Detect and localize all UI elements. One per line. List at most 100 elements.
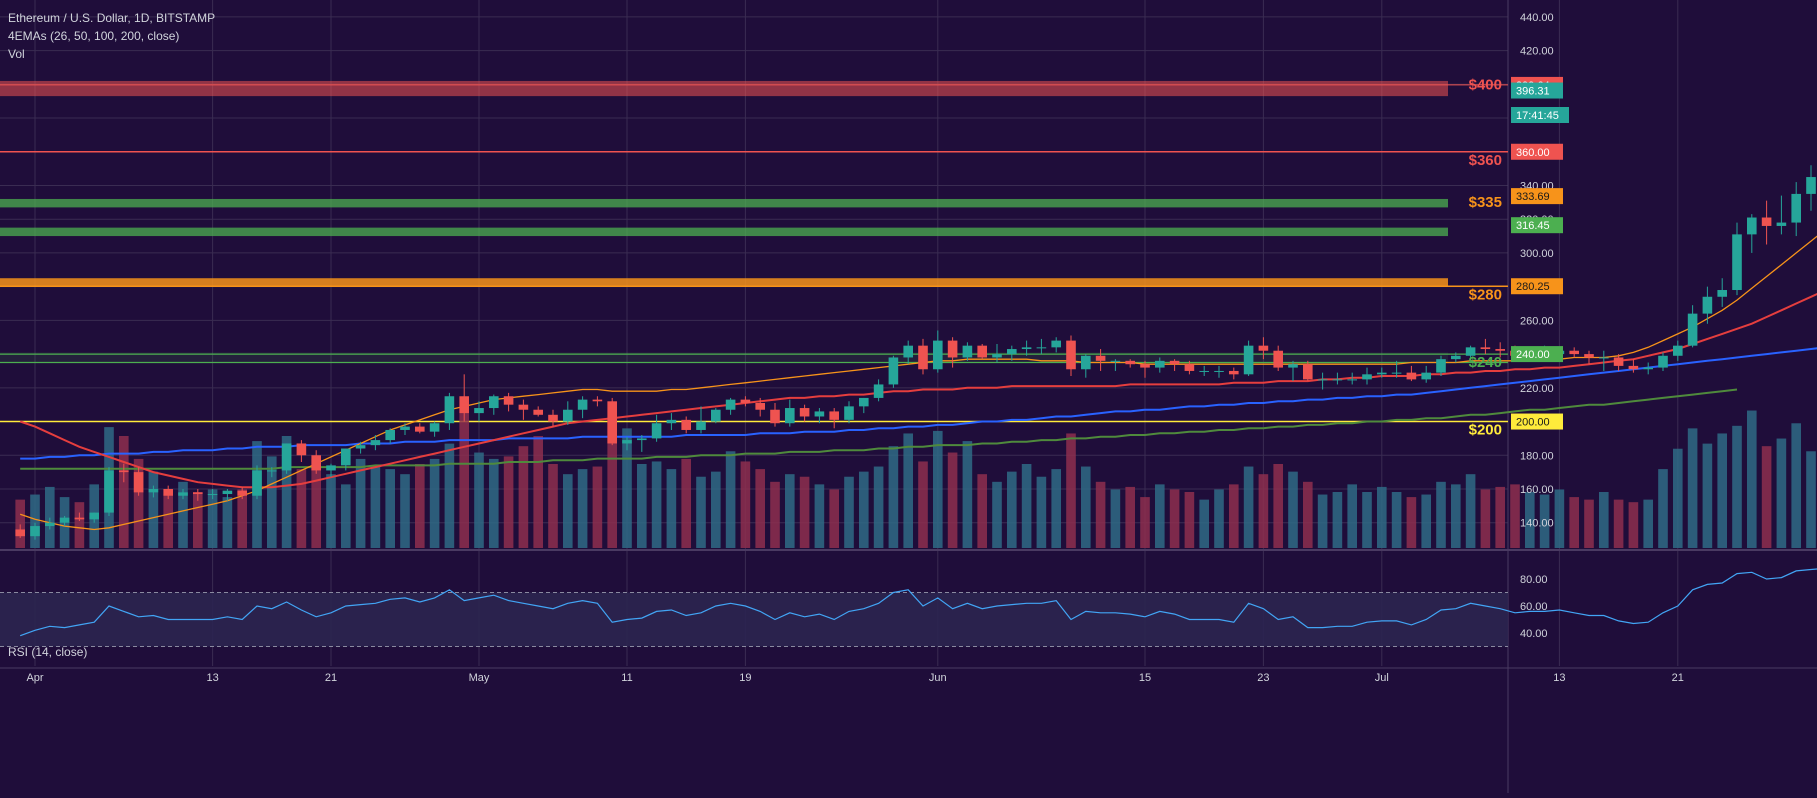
candle[interactable] [222, 488, 233, 501]
candle[interactable] [59, 515, 70, 527]
candle[interactable] [1406, 365, 1417, 382]
candle[interactable] [119, 463, 129, 483]
candle[interactable] [1584, 350, 1594, 365]
candle[interactable] [1687, 305, 1698, 348]
candle[interactable] [1347, 372, 1357, 385]
candle[interactable] [1628, 359, 1639, 373]
time-axis[interactable]: Apr1321May1119Jun1523Jul1321Aug1024Sep [26, 672, 1817, 684]
candle[interactable] [148, 485, 159, 498]
candle[interactable] [1480, 338, 1491, 355]
candle[interactable] [1747, 214, 1757, 253]
candle[interactable] [1791, 182, 1801, 237]
candle[interactable] [281, 443, 292, 474]
candle[interactable] [592, 396, 603, 407]
candle[interactable] [193, 488, 203, 501]
candle[interactable] [607, 397, 617, 446]
candle[interactable] [489, 394, 499, 415]
candle[interactable] [651, 414, 662, 442]
candle[interactable] [1140, 360, 1150, 378]
candle[interactable] [755, 397, 765, 417]
candle[interactable] [503, 392, 514, 412]
candle[interactable] [563, 401, 573, 425]
candle[interactable] [1303, 360, 1313, 382]
candle[interactable] [859, 397, 869, 414]
candle[interactable] [518, 399, 529, 420]
candle[interactable] [444, 392, 455, 430]
candle[interactable] [637, 435, 647, 452]
candle[interactable] [844, 401, 854, 424]
candle[interactable] [785, 399, 795, 427]
candle[interactable] [770, 402, 780, 427]
candle[interactable] [933, 330, 943, 373]
candle[interactable] [829, 408, 839, 429]
candle[interactable] [888, 355, 899, 388]
candle[interactable] [15, 524, 25, 538]
candle[interactable] [1599, 350, 1609, 371]
candle[interactable] [415, 423, 425, 434]
candle[interactable] [1243, 340, 1254, 377]
candle[interactable] [918, 338, 928, 375]
candle[interactable] [711, 408, 721, 424]
candle[interactable] [30, 522, 40, 540]
candle[interactable] [1421, 365, 1431, 383]
candle[interactable] [1658, 352, 1668, 371]
candle[interactable] [666, 413, 677, 430]
candle[interactable] [74, 512, 85, 522]
candle[interactable] [681, 416, 691, 434]
candle[interactable] [1066, 335, 1076, 377]
candle[interactable] [1110, 359, 1121, 371]
candle[interactable] [1288, 360, 1298, 382]
candle[interactable] [326, 463, 336, 478]
candle[interactable] [740, 396, 751, 407]
candle[interactable] [1229, 367, 1239, 380]
candle[interactable] [1051, 337, 1061, 353]
candle[interactable] [1702, 286, 1713, 324]
candle[interactable] [45, 517, 55, 530]
candle[interactable] [370, 435, 381, 451]
candle[interactable] [1451, 352, 1461, 363]
candle[interactable] [385, 428, 395, 444]
candle[interactable] [1732, 222, 1742, 296]
candle[interactable] [104, 467, 114, 516]
candle[interactable] [903, 340, 913, 365]
candle[interactable] [1199, 365, 1209, 377]
candle[interactable] [429, 421, 440, 437]
candle[interactable] [1125, 359, 1135, 368]
candle[interactable] [1643, 362, 1653, 375]
candle[interactable] [207, 488, 218, 500]
candle[interactable] [1569, 347, 1579, 358]
candle[interactable] [400, 423, 410, 436]
candle[interactable] [178, 488, 188, 500]
candle[interactable] [1021, 340, 1032, 356]
candle[interactable] [1377, 367, 1387, 378]
candle[interactable] [237, 487, 247, 500]
candle[interactable] [1184, 360, 1195, 375]
candle[interactable] [1436, 355, 1446, 377]
candle[interactable] [873, 379, 884, 402]
candle[interactable] [1155, 357, 1165, 373]
candle[interactable] [799, 404, 810, 422]
candle[interactable] [296, 440, 307, 463]
candle[interactable] [1007, 345, 1017, 361]
price-axis[interactable]: 140.00 160.00 180.00 200.00 220.00 240.00 260.… [1511, 12, 1569, 640]
candle[interactable] [1806, 165, 1816, 211]
candle[interactable] [814, 408, 825, 424]
candle[interactable] [977, 343, 987, 360]
candle[interactable] [133, 467, 144, 496]
candle[interactable] [341, 448, 351, 471]
candle[interactable] [1613, 354, 1624, 371]
candle[interactable] [459, 374, 469, 422]
candle[interactable] [1495, 342, 1505, 358]
candle[interactable] [962, 342, 973, 361]
candle[interactable] [622, 436, 632, 451]
candle[interactable] [548, 409, 558, 427]
candle[interactable] [1717, 278, 1727, 307]
candle[interactable] [725, 397, 736, 415]
candle[interactable] [1761, 200, 1772, 245]
candle[interactable] [947, 337, 958, 368]
candle[interactable] [1081, 354, 1091, 378]
candle[interactable] [577, 396, 588, 419]
candle[interactable] [1776, 195, 1787, 235]
candle[interactable] [1317, 372, 1328, 390]
